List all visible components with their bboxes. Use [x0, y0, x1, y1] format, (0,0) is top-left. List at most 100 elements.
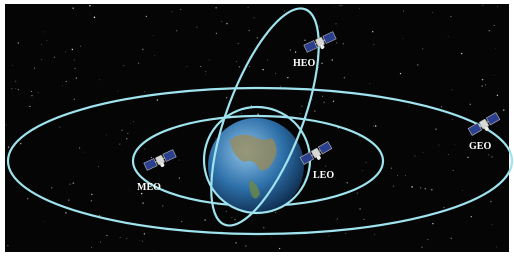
star [427, 239, 428, 240]
star [319, 26, 320, 27]
star [141, 193, 142, 194]
star [374, 234, 375, 235]
star [162, 205, 163, 206]
star [461, 202, 462, 203]
star [130, 123, 131, 124]
star [425, 188, 426, 189]
star [470, 104, 471, 105]
star [333, 101, 334, 102]
star [18, 42, 19, 43]
star [432, 12, 433, 13]
star [59, 127, 60, 128]
star [11, 88, 12, 89]
star [7, 245, 8, 246]
star [497, 95, 498, 96]
star [450, 16, 451, 17]
star [127, 133, 128, 134]
star [364, 219, 365, 220]
star [51, 187, 52, 188]
star [27, 198, 29, 200]
star [44, 221, 45, 222]
star [41, 44, 42, 45]
star [275, 212, 276, 213]
star [267, 60, 268, 61]
star [172, 11, 173, 12]
star [186, 66, 187, 67]
star [123, 65, 124, 66]
star [483, 191, 484, 192]
star [373, 126, 374, 127]
star [100, 242, 101, 243]
star [90, 14, 91, 15]
star [65, 51, 66, 52]
star [44, 32, 45, 33]
star [91, 200, 92, 201]
star [38, 92, 39, 93]
star [337, 219, 338, 220]
star [263, 227, 265, 229]
orbit-label: LEO [313, 170, 334, 181]
star [221, 231, 222, 232]
star [372, 31, 373, 32]
star [411, 186, 413, 188]
star [138, 63, 139, 64]
star [357, 193, 358, 194]
star [422, 48, 423, 49]
star [493, 25, 494, 26]
star [142, 202, 143, 203]
star [491, 156, 492, 157]
star [342, 5, 343, 6]
star [170, 130, 171, 131]
star [249, 30, 250, 31]
star [151, 157, 152, 158]
orbit-label: GEO [469, 141, 491, 152]
star [262, 69, 263, 70]
star [431, 189, 432, 190]
star [452, 89, 453, 90]
star [29, 106, 30, 107]
star [365, 162, 366, 163]
orbit-diagram: HEO MEO LEO GEO [0, 0, 514, 257]
star [157, 99, 159, 101]
star [417, 64, 419, 66]
star [391, 168, 392, 169]
star [226, 211, 227, 212]
star [452, 119, 453, 120]
star [496, 247, 497, 248]
star [451, 238, 452, 239]
star [300, 113, 301, 114]
star [236, 61, 237, 62]
star [271, 237, 272, 238]
star [400, 73, 401, 74]
star [314, 111, 315, 112]
star [99, 215, 100, 216]
star [322, 96, 323, 97]
star [74, 99, 75, 100]
star [370, 83, 371, 84]
star [89, 5, 90, 6]
star [91, 247, 92, 248]
star [279, 248, 280, 249]
star [344, 77, 345, 78]
star [66, 81, 67, 82]
star [482, 79, 483, 80]
star [471, 216, 472, 217]
star [336, 42, 337, 43]
star [8, 146, 9, 147]
star [47, 40, 48, 41]
star [495, 48, 496, 49]
star [154, 250, 155, 251]
star [301, 106, 302, 107]
star [234, 219, 235, 220]
star [393, 186, 394, 187]
orbit-label: MEO [137, 182, 161, 193]
star [91, 194, 92, 195]
star [287, 77, 288, 78]
star [359, 208, 361, 210]
star [497, 6, 498, 7]
star [146, 16, 147, 17]
star [490, 201, 492, 203]
star [432, 223, 433, 224]
star [180, 9, 181, 10]
star [420, 187, 421, 188]
